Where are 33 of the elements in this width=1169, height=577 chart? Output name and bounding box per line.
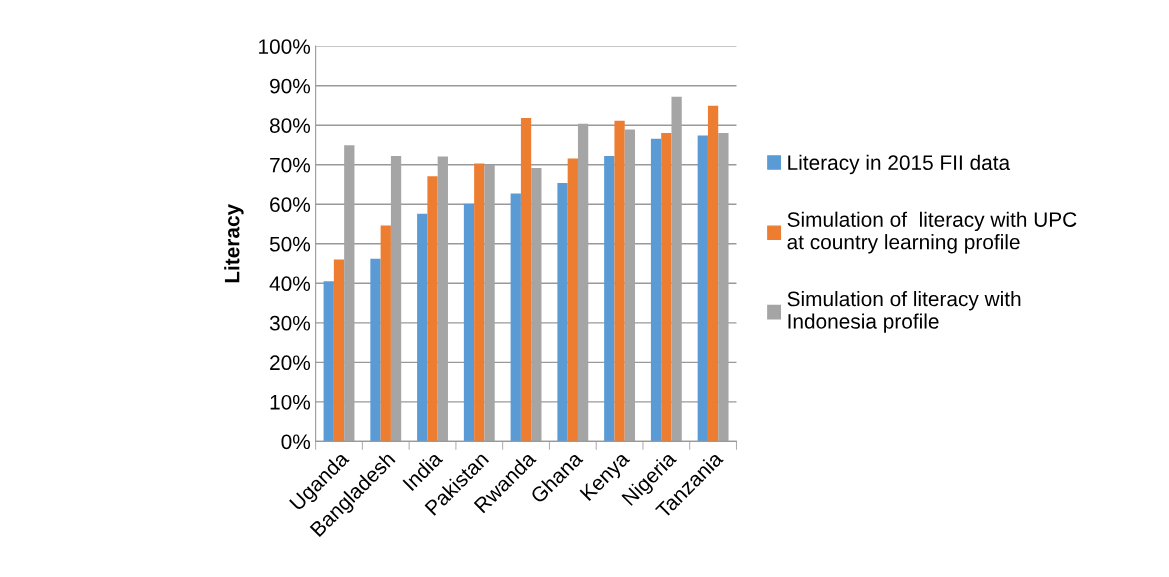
y-tick-label: 20% bbox=[270, 355, 311, 371]
y-tick-label: 40% bbox=[269, 276, 311, 292]
y-tick-label: 100% bbox=[259, 39, 311, 54]
legend-label: Simulation of literacy with Indonesia profile bbox=[787, 290, 1021, 333]
legend-label: Simulation of literacy with UPC at country learning profile bbox=[787, 211, 1077, 254]
y-tick-label: 50% bbox=[269, 236, 311, 252]
y-tick-label: 60% bbox=[270, 197, 311, 213]
y-axis-title: Literacy bbox=[224, 203, 244, 283]
bar bbox=[427, 176, 438, 442]
bar bbox=[697, 135, 708, 442]
bar bbox=[323, 281, 334, 442]
bar bbox=[380, 225, 391, 442]
bar bbox=[417, 213, 428, 442]
bar bbox=[614, 120, 625, 442]
y-tick-label: 70% bbox=[270, 157, 311, 173]
y-tick-label: 80% bbox=[269, 118, 311, 133]
bar bbox=[650, 138, 662, 442]
bar bbox=[333, 259, 345, 442]
bar bbox=[474, 163, 485, 442]
bar bbox=[707, 105, 719, 442]
y-tick-label: 0% bbox=[281, 434, 311, 450]
bar bbox=[520, 118, 532, 442]
bar bbox=[567, 158, 578, 442]
bar bbox=[463, 203, 475, 442]
bar bbox=[510, 193, 521, 442]
bar bbox=[557, 182, 568, 442]
y-tick-label: 90% bbox=[270, 78, 311, 94]
bar bbox=[661, 133, 672, 442]
bar bbox=[370, 258, 381, 442]
bar bbox=[604, 156, 615, 442]
legend-label: Literacy in 2015 FII data bbox=[788, 154, 1011, 175]
y-tick-label: 30% bbox=[269, 315, 311, 331]
y-tick-label: 10% bbox=[270, 394, 311, 410]
